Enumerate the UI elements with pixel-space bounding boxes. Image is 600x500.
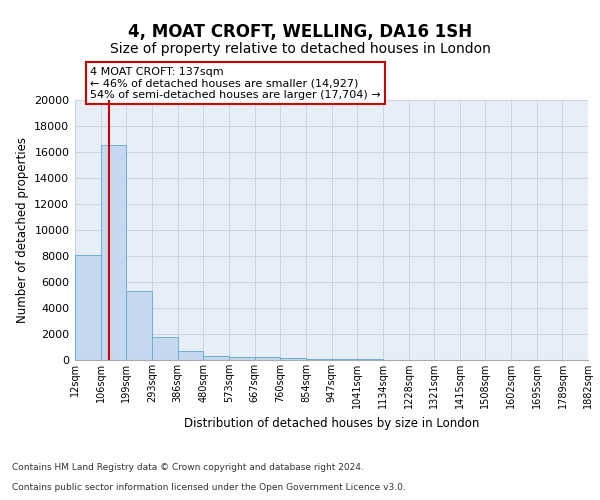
X-axis label: Distribution of detached houses by size in London: Distribution of detached houses by size … [184,416,479,430]
Bar [280,358,306,360]
Bar [101,146,127,360]
Bar [254,358,280,360]
Bar [178,351,203,360]
Text: Size of property relative to detached houses in London: Size of property relative to detached ho… [110,42,490,56]
Bar [152,337,178,360]
Bar [306,358,331,360]
Text: 4 MOAT CROFT: 137sqm
← 46% of detached houses are smaller (14,927)
54% of semi-d: 4 MOAT CROFT: 137sqm ← 46% of detached h… [91,67,381,100]
Text: Contains HM Land Registry data © Crown copyright and database right 2024.: Contains HM Land Registry data © Crown c… [12,464,364,472]
Text: Contains public sector information licensed under the Open Government Licence v3: Contains public sector information licen… [12,484,406,492]
Y-axis label: Number of detached properties: Number of detached properties [16,137,29,323]
Bar [331,359,357,360]
Text: 4, MOAT CROFT, WELLING, DA16 1SH: 4, MOAT CROFT, WELLING, DA16 1SH [128,22,472,40]
Bar [75,254,101,360]
Bar [229,357,254,360]
Bar [203,356,229,360]
Bar [127,291,152,360]
